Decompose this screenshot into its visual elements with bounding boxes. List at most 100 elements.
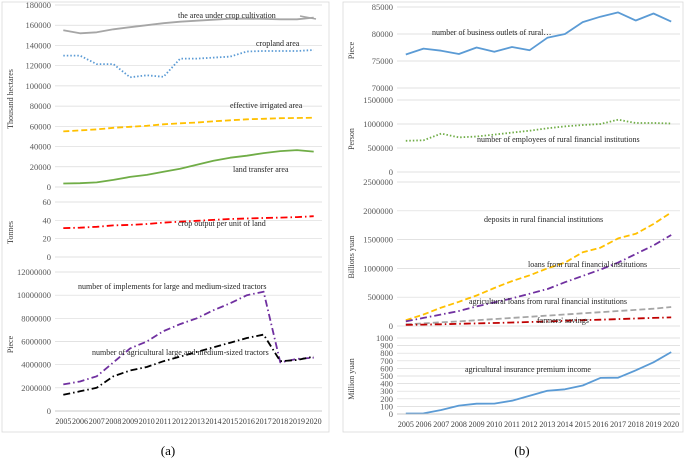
- y-tick-label: 140000: [26, 40, 52, 50]
- y-tick-label: 4000000: [21, 360, 51, 370]
- y-tick-label: 20: [43, 234, 52, 244]
- y-tick-label: 100000: [26, 81, 52, 91]
- y-axis-title: Million yuan: [347, 358, 356, 400]
- x-tick-label: 2014: [557, 420, 573, 429]
- x-tick-label: 2016: [239, 417, 255, 426]
- y-tick-label: 200: [380, 394, 393, 404]
- series-line-1: [63, 49, 314, 79]
- x-tick-label: 2008: [451, 420, 467, 429]
- y-tick-label: 180000: [26, 0, 52, 10]
- y-tick-label: 0: [47, 406, 51, 416]
- x-tick-label: 2010: [139, 417, 155, 426]
- chart-b2: 0 500000 1000000 1500000 Person number of emp…: [347, 95, 680, 177]
- x-tick-label: 2012: [522, 420, 538, 429]
- y-axis-title: Person: [347, 128, 356, 150]
- series-label: number of agricultural large and medium-…: [92, 348, 269, 357]
- y-tick-label: 500: [380, 371, 393, 381]
- series-label: number of implements for large and mediu…: [78, 282, 266, 291]
- y-tick-label: 12000000: [17, 267, 51, 277]
- y-tick-label: 2000000: [21, 383, 51, 393]
- x-tick-label: 2006: [72, 417, 88, 426]
- chart-a1: 0 20000 40000 60000 80000 100000 120000 140000 1…: [6, 0, 322, 192]
- series-label: deposits in rural financial institutions: [484, 215, 603, 224]
- y-tick-label: 400: [380, 379, 393, 389]
- y-axis-title: Billions yuan: [347, 236, 356, 279]
- y-tick-label: 70000: [372, 83, 393, 93]
- x-tick-label: 2019: [645, 420, 661, 429]
- y-tick-label: 500000: [368, 292, 394, 302]
- series-line-0: [63, 16, 314, 35]
- x-tick-label: 2017: [610, 420, 626, 429]
- y-tick-label: 160000: [26, 20, 52, 30]
- series-label: number of employees of rural financial i…: [477, 135, 640, 144]
- y-tick-label: 500000: [368, 143, 394, 153]
- series-line-0: [405, 351, 672, 415]
- y-axis-title: Thousand hectares: [6, 69, 15, 129]
- y-axis-title: Piece: [347, 41, 356, 59]
- chart-a3: 0 2000000 4000000 6000000 8000000 10000000 120…: [6, 267, 322, 416]
- x-tick-label: 2007: [433, 420, 449, 429]
- series-line-0: [405, 211, 672, 322]
- x-tick-label: 2011: [504, 420, 520, 429]
- y-tick-label: 80000: [30, 101, 51, 111]
- x-tick-label: 2017: [256, 417, 272, 426]
- x-tick-label: 2005: [398, 420, 414, 429]
- series-line-3: [405, 316, 672, 326]
- y-tick-label: 0: [47, 252, 51, 262]
- x-tick-label: 2005: [55, 417, 71, 426]
- series-label: land transfer area: [233, 165, 289, 174]
- series-line-0: [63, 215, 314, 229]
- y-tick-label: 60000: [30, 121, 51, 131]
- series-label: crop output per unit of land: [178, 219, 266, 228]
- y-tick-label: 2000000: [363, 206, 393, 216]
- chart-a2: 0 20 40 60 Tonnes crop output per unit of lan…: [6, 197, 322, 262]
- y-tick-label: 10000000: [17, 290, 51, 300]
- y-tick-label: 2500000: [363, 177, 393, 187]
- x-tick-label: 2015: [222, 417, 238, 426]
- y-tick-label: 0: [389, 167, 393, 177]
- y-tick-label: 0: [47, 182, 51, 192]
- x-tick-label: 2020: [663, 420, 679, 429]
- panel-frame-b: [342, 1, 684, 433]
- y-tick-label: 60: [43, 197, 52, 207]
- series-label: effective irrigated area: [230, 101, 303, 110]
- series-line-1: [405, 234, 672, 323]
- y-tick-label: 8000000: [21, 313, 51, 323]
- y-axis-title: Piece: [6, 335, 15, 353]
- legend-stub: [299, 15, 317, 20]
- series-line-0: [63, 290, 314, 386]
- y-tick-label: 300: [380, 386, 393, 396]
- y-tick-label: 1500000: [363, 235, 393, 245]
- panel-label-a: (a): [161, 443, 175, 458]
- chart-b1: 70000 75000 80000 85000 Piece number of busin…: [347, 2, 680, 93]
- x-tick-label: 2018: [628, 420, 644, 429]
- x-tick-label: 2010: [486, 420, 502, 429]
- y-tick-label: 40000: [30, 142, 51, 152]
- y-tick-label: 1000: [376, 333, 393, 343]
- chart-b3: 0 500000 1000000 1500000 2000000 2500000 Billi…: [347, 177, 680, 331]
- x-tick-label: 2013: [189, 417, 205, 426]
- series-label: the area under crop cultivation: [178, 11, 276, 20]
- y-tick-label: 75000: [372, 56, 393, 66]
- x-tick-label: 2009: [122, 417, 138, 426]
- x-tick-label: 2016: [592, 420, 608, 429]
- series-label: agricultural loans from rural financial …: [469, 297, 627, 306]
- x-tick-label: 2015: [575, 420, 591, 429]
- y-tick-label: 0: [389, 409, 393, 419]
- series-label: agricultural insurance premium income: [465, 365, 591, 374]
- y-tick-label: 900: [380, 341, 393, 351]
- series-line-2: [405, 306, 672, 326]
- x-tick-label: 2008: [105, 417, 121, 426]
- x-tick-label: 2019: [289, 417, 305, 426]
- y-tick-label: 120000: [26, 61, 52, 71]
- x-tick-label: 2020: [306, 417, 322, 426]
- x-tick-label: 2011: [156, 417, 172, 426]
- series-line-3: [63, 149, 314, 185]
- y-tick-label: 85000: [372, 2, 393, 12]
- y-tick-label: 1500000: [363, 95, 393, 105]
- series-label: number of business outlets of rural…: [432, 28, 551, 37]
- x-tick-label: 2006: [416, 420, 432, 429]
- x-tick-label: 2013: [539, 420, 555, 429]
